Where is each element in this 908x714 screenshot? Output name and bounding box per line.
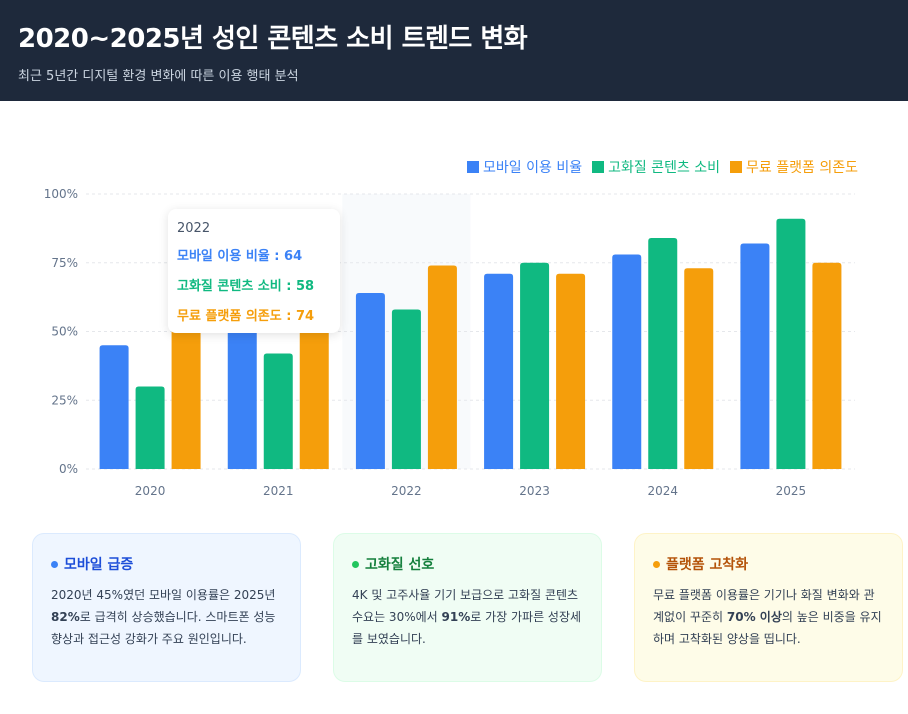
bar (520, 262, 550, 469)
chart-tooltip: 2022 모바일 이용 비율 : 64 고화질 콘텐츠 소비 : 58 무료 플… (168, 209, 340, 333)
card-text: 무료 플랫폼 이용률은 기기나 화질 변화와 관계없이 꾸준히 70% 이상의 … (653, 588, 882, 646)
bar-chart: 0% 25% 50% 75% 100% 2020 2021 2022 2023 2024 2025 (44, 187, 855, 498)
dot-icon (51, 560, 58, 568)
tooltip-line: 무료 플랫폼 의존도 : 74 (177, 309, 315, 324)
x-tick-label: 2021 (263, 484, 294, 498)
x-tick-label: 2023 (519, 484, 550, 498)
bar (263, 353, 293, 469)
legend-label: 모바일 이용 비율 (483, 160, 583, 176)
x-tick-label: 2024 (647, 484, 678, 498)
header: 2020~2025년 성인 콘텐츠 소비 트렌드 변화 최근 5년간 디지털 환… (0, 0, 908, 101)
dot-icon (653, 560, 660, 568)
y-tick-label: 0% (59, 462, 78, 476)
x-tick-label: 2025 (776, 484, 807, 498)
dot-icon (352, 560, 359, 568)
bar (427, 265, 457, 469)
tooltip-line: 모바일 이용 비율 : 64 (177, 249, 303, 264)
y-tick-label: 25% (51, 393, 78, 407)
tooltip-title: 2022 (177, 221, 211, 236)
y-tick-label: 75% (51, 256, 78, 270)
card-mobile: 모바일 급증 2020년 45%였던 모바일 이용률은 2025년 82%로 급… (32, 533, 301, 682)
card-platform: 플랫폼 고착화 무료 플랫폼 이용률은 기기나 화질 변화와 관계없이 꾸준히 … (634, 533, 903, 682)
legend-item-free[interactable]: 무료 플랫폼 의존도 (730, 157, 858, 177)
legend-label: 무료 플랫폼 의존도 (746, 160, 858, 176)
chart-legend: 모바일 이용 비율 고화질 콘텐츠 소비 무료 플랫폼 의존도 (467, 157, 858, 177)
bar (648, 238, 678, 469)
card-hq: 고화질 선호 4K 및 고주사율 기기 보급으로 고화질 콘텐츠 수요는 30%… (333, 533, 602, 682)
bar (740, 243, 770, 469)
page-subtitle: 최근 5년간 디지털 환경 변화에 따른 이용 행태 분석 (18, 69, 299, 84)
insight-cards: 모바일 급증 2020년 45%였던 모바일 이용률은 2025년 82%로 급… (32, 533, 903, 682)
legend-item-mobile[interactable]: 모바일 이용 비율 (467, 157, 582, 177)
bar (484, 273, 514, 469)
x-tick-label: 2022 (391, 484, 422, 498)
bar (556, 273, 586, 469)
y-tick-label: 50% (51, 325, 78, 339)
page-title: 2020~2025년 성인 콘텐츠 소비 트렌드 변화 (18, 24, 528, 54)
bar (776, 218, 806, 469)
bar (355, 293, 385, 469)
card-title: 플랫폼 고착화 (666, 557, 749, 573)
card-text: 4K 및 고주사율 기기 보급으로 고화질 콘텐츠 수요는 30%에서 91%로… (352, 588, 582, 646)
bar (135, 386, 165, 469)
legend-item-hq[interactable]: 고화질 콘텐츠 소비 (592, 157, 720, 177)
card-title: 고화질 선호 (365, 557, 435, 573)
bar (227, 317, 257, 469)
y-tick-label: 100% (44, 187, 78, 201)
tooltip-line: 고화질 콘텐츠 소비 : 58 (177, 279, 315, 294)
bar (391, 309, 421, 469)
x-tick-label: 2020 (135, 484, 166, 498)
legend-label: 고화질 콘텐츠 소비 (608, 160, 721, 176)
card-title: 모바일 급증 (64, 557, 134, 573)
bar (612, 254, 642, 469)
bar (812, 262, 842, 469)
bar (684, 268, 714, 469)
card-text: 2020년 45%였던 모바일 이용률은 2025년 82%로 급격히 상승했습… (51, 588, 276, 646)
bar (99, 345, 129, 469)
